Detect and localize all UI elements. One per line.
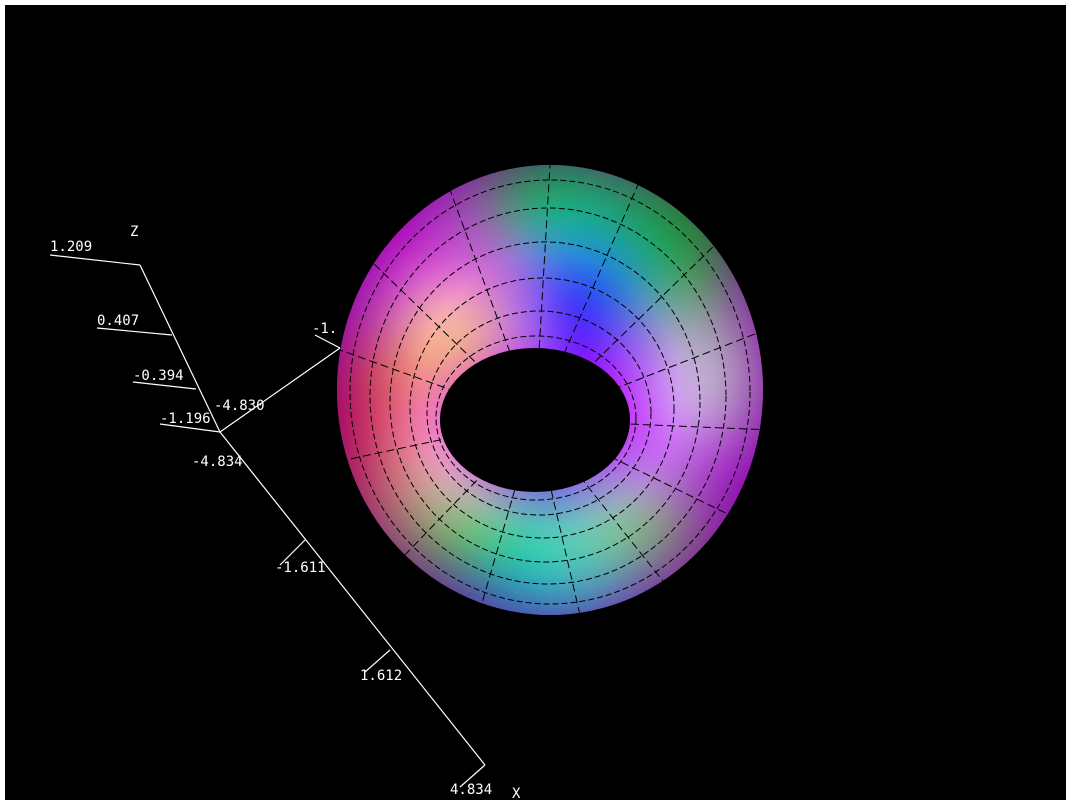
- y-tick-label: -1.: [312, 321, 337, 337]
- x-tick-label: 1.612: [360, 668, 402, 684]
- z-tick-label: -1.196: [160, 411, 211, 427]
- y-tick: [314, 334, 341, 349]
- z-tick-label: 1.209: [50, 239, 92, 255]
- z-tick-label: 0.407: [97, 313, 139, 329]
- z-tick: [49, 254, 141, 266]
- z-tick: [96, 327, 173, 336]
- axes: Z 1.209 0.407 -0.394 -1.196 -4.830 -1. -…: [49, 224, 521, 800]
- z-tick: [159, 423, 221, 433]
- x-tick: [459, 764, 486, 788]
- x-tick: [364, 649, 391, 673]
- z-axis-label: Z: [130, 224, 138, 240]
- x-tick: [279, 539, 306, 566]
- x-axis: [219, 431, 486, 766]
- x-axis-label: X: [512, 786, 521, 800]
- z-tick: [132, 381, 197, 390]
- x-tick-label: 4.834: [450, 782, 492, 798]
- x-tick-label: -1.611: [275, 560, 326, 576]
- z-axis: [139, 264, 221, 433]
- z-tick-label: -0.394: [133, 368, 184, 384]
- viewport: [5, 5, 1066, 800]
- y-tick-label: -4.830: [214, 398, 265, 414]
- y-axis: [219, 347, 341, 433]
- x-tick-label: -4.834: [192, 454, 243, 470]
